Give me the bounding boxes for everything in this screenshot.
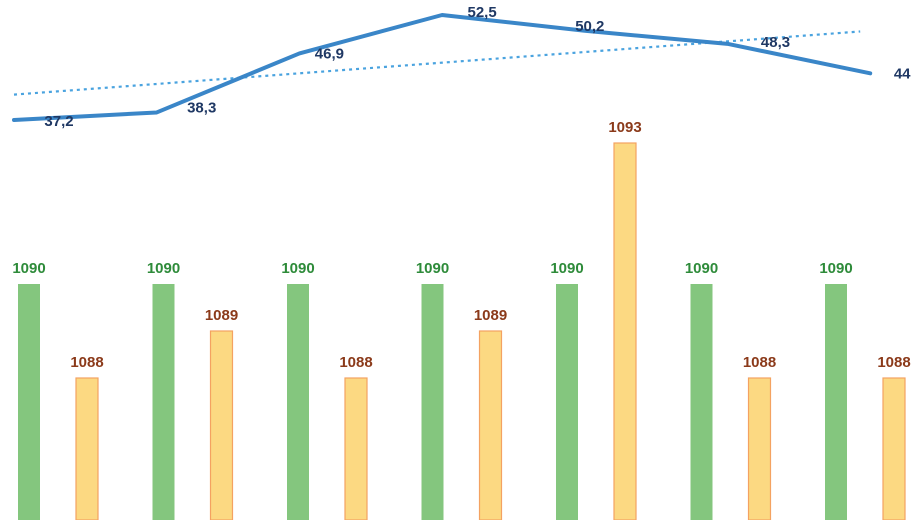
bar-series1-5	[690, 284, 713, 520]
bar-label-series2-1: 1089	[205, 307, 238, 324]
trendline	[13, 30, 861, 96]
line-point-label-1: 38,3	[187, 99, 216, 116]
bar-series2-4	[613, 142, 637, 520]
trendline-layer	[13, 30, 861, 96]
bar-series1-6	[825, 284, 847, 520]
bar-series2-6	[882, 377, 906, 520]
line-layer	[12, 13, 873, 122]
bar-label-series1-3: 1090	[416, 260, 449, 277]
bar-label-series2-5: 1088	[743, 354, 776, 371]
bar-series2-2	[344, 377, 368, 520]
line-point-label-5: 48,3	[761, 34, 790, 51]
bar-series2-0	[75, 377, 99, 520]
bar-label-series1-5: 1090	[685, 260, 718, 277]
bar-series1-1	[152, 284, 175, 520]
bar-label-series2-0: 1088	[70, 354, 103, 371]
bar-series1-2	[287, 284, 309, 520]
line-point-label-3: 52,5	[467, 4, 496, 21]
bar-series1-3	[421, 284, 444, 520]
bar-label-series2-6: 1088	[877, 354, 910, 371]
line-point-label-4: 50,2	[575, 18, 604, 35]
labels-layer: 1090 1088 1090 1089 1090 1088 1090 1089 1090 1093…	[12, 4, 911, 371]
bar-label-series1-0: 1090	[12, 260, 45, 277]
bar-series1-0	[18, 284, 40, 520]
bar-label-series1-1: 1090	[147, 260, 180, 277]
bar-series2-3	[478, 330, 503, 520]
bars-layer	[18, 142, 906, 520]
line-point-label-6: 44	[894, 65, 911, 82]
line-point-label-0: 37,2	[44, 113, 73, 130]
bar-series2-1	[209, 330, 234, 520]
line-point-label-2: 46,9	[315, 45, 344, 62]
bar-label-series1-4: 1090	[550, 260, 583, 277]
bar-label-series1-6: 1090	[819, 260, 852, 277]
bar-label-series2-2: 1088	[339, 354, 372, 371]
bar-series2-5	[747, 377, 772, 520]
bar-series1-4	[556, 284, 578, 520]
line-series	[12, 13, 873, 122]
bar-label-series2-3: 1089	[474, 307, 507, 324]
bar-label-series1-2: 1090	[281, 260, 314, 277]
bar-label-series2-4: 1093	[608, 119, 641, 136]
